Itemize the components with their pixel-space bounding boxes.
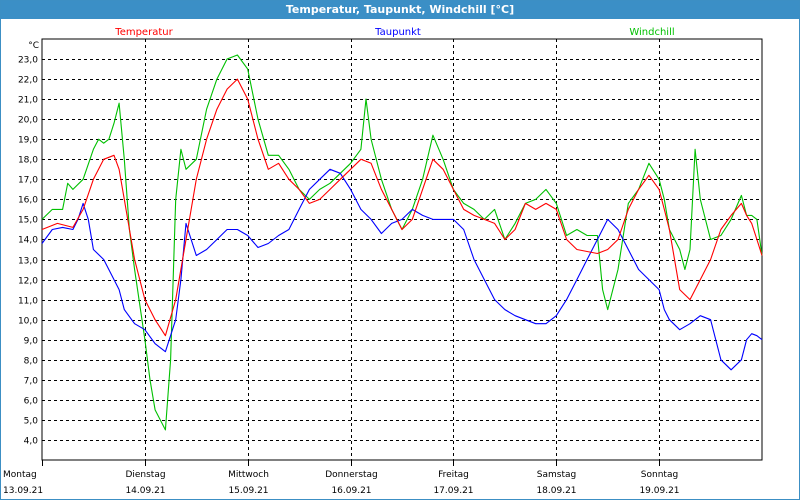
x-day-label: Freitag [438, 470, 469, 480]
x-date-label: 18.09.21 [536, 486, 576, 496]
x-day-label: Samstag [537, 470, 576, 480]
series-line-temperatur [41, 78, 763, 337]
y-tick-label: 15,0 [18, 216, 38, 226]
y-tick-label: 5,0 [24, 417, 39, 427]
y-axis-label: °C [28, 41, 39, 51]
y-tick-label: 8,0 [24, 357, 39, 367]
y-tick-label: 13,0 [18, 257, 38, 267]
y-tick-label: 20,0 [18, 116, 38, 126]
y-tick-label: 21,0 [18, 96, 38, 106]
y-tick-label: 12,0 [18, 277, 38, 287]
y-tick-label: 7,0 [24, 377, 39, 387]
y-tick-label: 11,0 [18, 297, 38, 307]
x-day-label: Mittwoch [228, 470, 269, 480]
series-line-windchill [41, 54, 763, 431]
legend-temperatur: Temperatur [114, 27, 173, 38]
y-tick-label: 17,0 [18, 176, 38, 186]
legend-windchill: Windchill [629, 27, 674, 38]
x-day-label: Donnerstag [325, 470, 378, 480]
x-date-label: 14.09.21 [125, 486, 165, 496]
x-day-label: Montag [3, 470, 37, 480]
y-tick-label: 4,0 [24, 437, 39, 447]
x-date-label: 17.09.21 [433, 486, 473, 496]
x-day-label: Dienstag [125, 470, 165, 480]
x-date-label: 15.09.21 [228, 486, 268, 496]
y-tick-label: 22,0 [18, 76, 38, 86]
y-tick-label: 6,0 [24, 397, 39, 407]
y-tick-label: 14,0 [18, 236, 38, 246]
y-tick-label: 23,0 [18, 56, 38, 66]
window-title: Temperatur, Taupunkt, Windchill [°C] [1, 1, 799, 19]
plot-area [41, 38, 763, 461]
y-tick-label: 16,0 [18, 196, 38, 206]
y-tick-label: 9,0 [24, 337, 39, 347]
legend-taupunkt: Taupunkt [374, 27, 421, 38]
series-line-taupunkt [41, 168, 763, 371]
y-tick-label: 18,0 [18, 156, 38, 166]
x-date-label: 19.09.21 [639, 486, 679, 496]
y-tick-label: 19,0 [18, 136, 38, 146]
x-day-label: Sonntag [641, 470, 678, 480]
x-date-label: 13.09.21 [3, 486, 43, 496]
y-tick-label: 10,0 [18, 317, 38, 327]
x-date-label: 16.09.21 [331, 486, 371, 496]
